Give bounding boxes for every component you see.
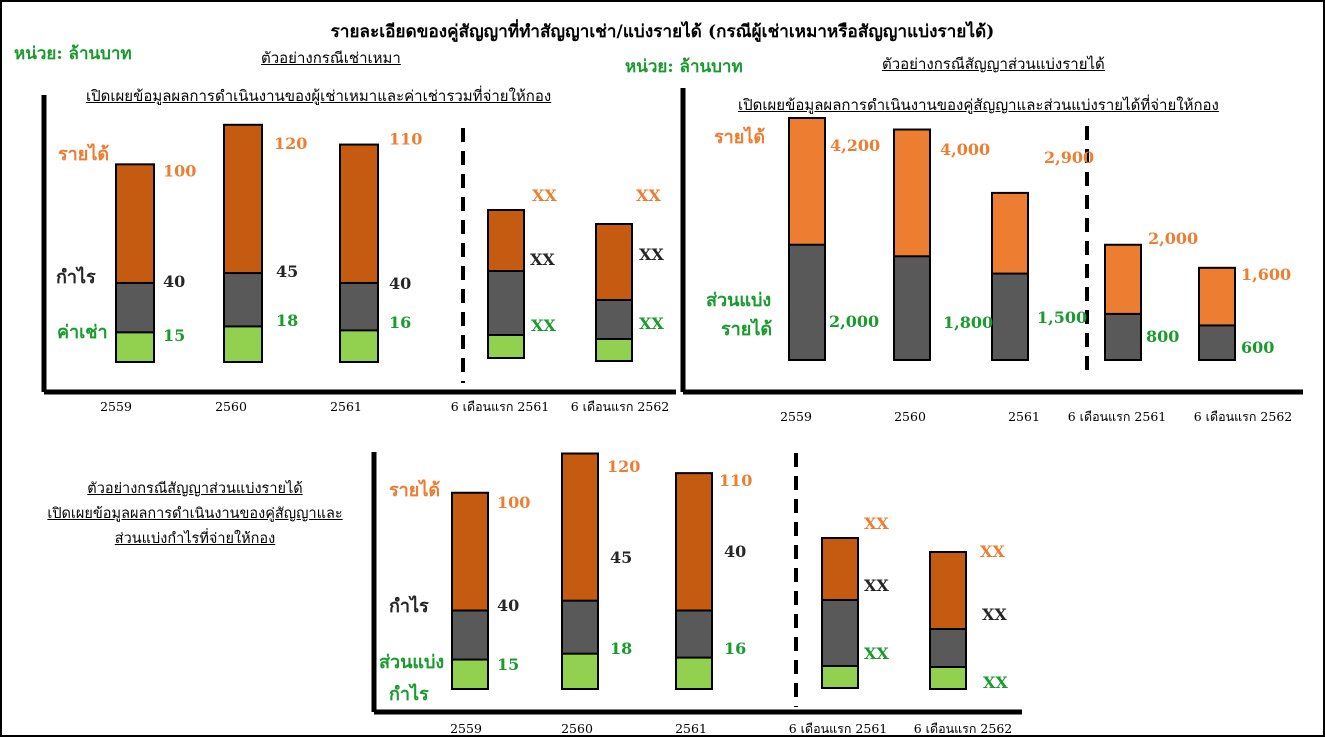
c1-bar-share-3 bbox=[487, 334, 525, 359]
c3-label-profit-3: XX bbox=[864, 576, 889, 595]
c1-label-share-1: 18 bbox=[276, 311, 298, 330]
unit-label-left: หน่วย: ล้านบาท bbox=[14, 44, 132, 64]
c3-bar-share-4 bbox=[929, 666, 967, 690]
c2-bar-share-2 bbox=[991, 272, 1029, 362]
c3-label-share-4: XX bbox=[983, 673, 1008, 692]
c2-legend-share-line-2: รายได้ bbox=[721, 318, 772, 340]
c1-tick-0: 2559 bbox=[100, 399, 132, 414]
c1-label-share-3: XX bbox=[531, 316, 556, 335]
c3-label-profit-2: 40 bbox=[724, 542, 746, 561]
c1-label-profit-3: XX bbox=[530, 250, 555, 269]
c1-subtitle: เปิดเผยข้อมูลผลการดำเนินงานของผู้เช่าเหม… bbox=[86, 87, 552, 105]
c2-tick-0: 2559 bbox=[780, 409, 812, 424]
c3-label-share-1: 18 bbox=[610, 639, 632, 658]
main-title: รายละเอียดของคู่สัญญาที่ทำสัญญาเช่า/แบ่ง… bbox=[330, 22, 995, 42]
c3-subtitle-line-2: ส่วนแบ่งกำไรที่จ่ายให้กอง bbox=[114, 531, 276, 547]
c3-bar-share-0 bbox=[451, 658, 489, 690]
c2-label-revenue-3: 2,000 bbox=[1148, 229, 1198, 248]
c3-tick-3: 6 เดือนแรก 2561 bbox=[789, 721, 888, 736]
c1-label-share-2: 16 bbox=[389, 313, 411, 332]
c1-bar-share-1 bbox=[223, 325, 263, 364]
c3-tick-4: 6 เดือนแรก 2562 bbox=[914, 721, 1013, 736]
c2-bar-share-4 bbox=[1198, 324, 1236, 362]
c3-label-revenue-3: XX bbox=[864, 514, 889, 533]
c2-label-share-0: 2,000 bbox=[829, 312, 879, 331]
c3-legend-revenue: รายได้ bbox=[389, 479, 440, 501]
c1-label-revenue-3: XX bbox=[532, 186, 557, 205]
c3-tick-0: 2559 bbox=[450, 721, 482, 736]
c3-bar-share-2 bbox=[675, 656, 713, 690]
c2-label-revenue-0: 4,200 bbox=[830, 136, 880, 155]
c1-legend-share: ค่าเช่า bbox=[57, 322, 108, 343]
c1-tick-4: 6 เดือนแรก 2562 bbox=[571, 399, 670, 414]
c1-legend-profit: กำไร bbox=[56, 266, 96, 288]
c3-tick-2: 2561 bbox=[675, 721, 707, 736]
c3-label-revenue-2: 110 bbox=[719, 471, 752, 490]
c3-legend-profit: กำไร bbox=[389, 595, 429, 617]
c3-label-revenue-4: XX bbox=[980, 542, 1005, 561]
c2-tick-2: 2561 bbox=[1008, 409, 1040, 424]
c3-bar-share-3 bbox=[821, 665, 859, 689]
c3-label-share-2: 16 bbox=[724, 639, 746, 658]
c3-legend-share-line-2: กำไร bbox=[389, 683, 429, 705]
c1-bar-share-0 bbox=[115, 331, 155, 363]
c3-label-revenue-1: 120 bbox=[607, 457, 640, 476]
c3-label-profit-1: 45 bbox=[610, 548, 632, 567]
c1-bar-share-2 bbox=[339, 329, 379, 364]
c3-label-share-3: XX bbox=[864, 644, 889, 663]
c1-label-revenue-4: XX bbox=[636, 186, 661, 205]
c1-bar-share-4 bbox=[595, 338, 633, 362]
c3-tick-1: 2560 bbox=[561, 721, 593, 736]
c2-tick-3: 6 เดือนแรก 2561 bbox=[1068, 409, 1167, 424]
c3-legend-share-line-1: ส่วนแบ่ง bbox=[379, 652, 444, 673]
c1-label-revenue-1: 120 bbox=[274, 134, 307, 153]
c1-label-share-0: 15 bbox=[163, 326, 185, 345]
c3-label-profit-4: XX bbox=[982, 605, 1007, 624]
c1-legend-revenue: รายได้ bbox=[58, 143, 109, 165]
c2-subtitle: เปิดเผยข้อมูลผลการดำเนินงานของคู่สัญญาแล… bbox=[738, 96, 1219, 114]
c2-label-share-2: 1,500 bbox=[1037, 308, 1087, 327]
c3-label-profit-0: 40 bbox=[497, 596, 519, 615]
c1-label-revenue-2: 110 bbox=[389, 130, 422, 149]
c2-label-revenue-1: 4,000 bbox=[940, 140, 990, 159]
c2-bar-share-3 bbox=[1104, 312, 1142, 361]
c1-label-profit-0: 40 bbox=[163, 272, 185, 291]
c1-tick-3: 6 เดือนแรก 2561 bbox=[451, 399, 550, 414]
c1-heading: ตัวอย่างกรณีเช่าเหมา bbox=[261, 49, 401, 67]
c3-subtitle-line-1: เปิดเผยข้อมูลผลการดำเนินงานของคู่สัญญาแล… bbox=[47, 506, 343, 522]
c2-label-share-4: 600 bbox=[1241, 338, 1274, 357]
c1-tick-2: 2561 bbox=[330, 399, 362, 414]
c2-bar-share-0 bbox=[788, 243, 826, 361]
c1-label-profit-4: XX bbox=[639, 245, 664, 264]
unit-label-right: หน่วย: ล้านบาท bbox=[625, 57, 743, 77]
c2-label-revenue-2: 2,900 bbox=[1044, 148, 1094, 167]
c3-bar-share-1 bbox=[561, 652, 599, 690]
c1-label-profit-1: 45 bbox=[276, 262, 298, 281]
c1-tick-1: 2560 bbox=[215, 399, 247, 414]
c2-tick-1: 2560 bbox=[894, 409, 926, 424]
c3-label-share-0: 15 bbox=[497, 655, 519, 674]
c2-label-share-3: 800 bbox=[1146, 327, 1179, 346]
c3-heading: ตัวอย่างกรณีสัญญาส่วนแบ่งรายได้ bbox=[87, 481, 303, 497]
c2-heading: ตัวอย่างกรณีสัญญาส่วนแบ่งรายได้ bbox=[882, 55, 1105, 73]
c3-text-block: ตัวอย่างกรณีสัญญาส่วนแบ่งรายได้ เปิดเผยข… bbox=[10, 477, 380, 552]
c2-label-revenue-4: 1,600 bbox=[1241, 265, 1291, 284]
c1-label-profit-2: 40 bbox=[389, 274, 411, 293]
c2-label-share-1: 1,800 bbox=[943, 313, 993, 332]
c2-bar-share-1 bbox=[893, 255, 931, 361]
c2-legend-revenue: รายได้ bbox=[714, 126, 765, 148]
c2-tick-4: 6 เดือนแรก 2562 bbox=[1194, 409, 1293, 424]
c1-label-share-4: XX bbox=[639, 314, 664, 333]
c2-legend-share-line-1: ส่วนแบ่ง bbox=[706, 290, 771, 311]
c3-label-revenue-0: 100 bbox=[497, 493, 530, 512]
c1-label-revenue-0: 100 bbox=[163, 161, 196, 180]
